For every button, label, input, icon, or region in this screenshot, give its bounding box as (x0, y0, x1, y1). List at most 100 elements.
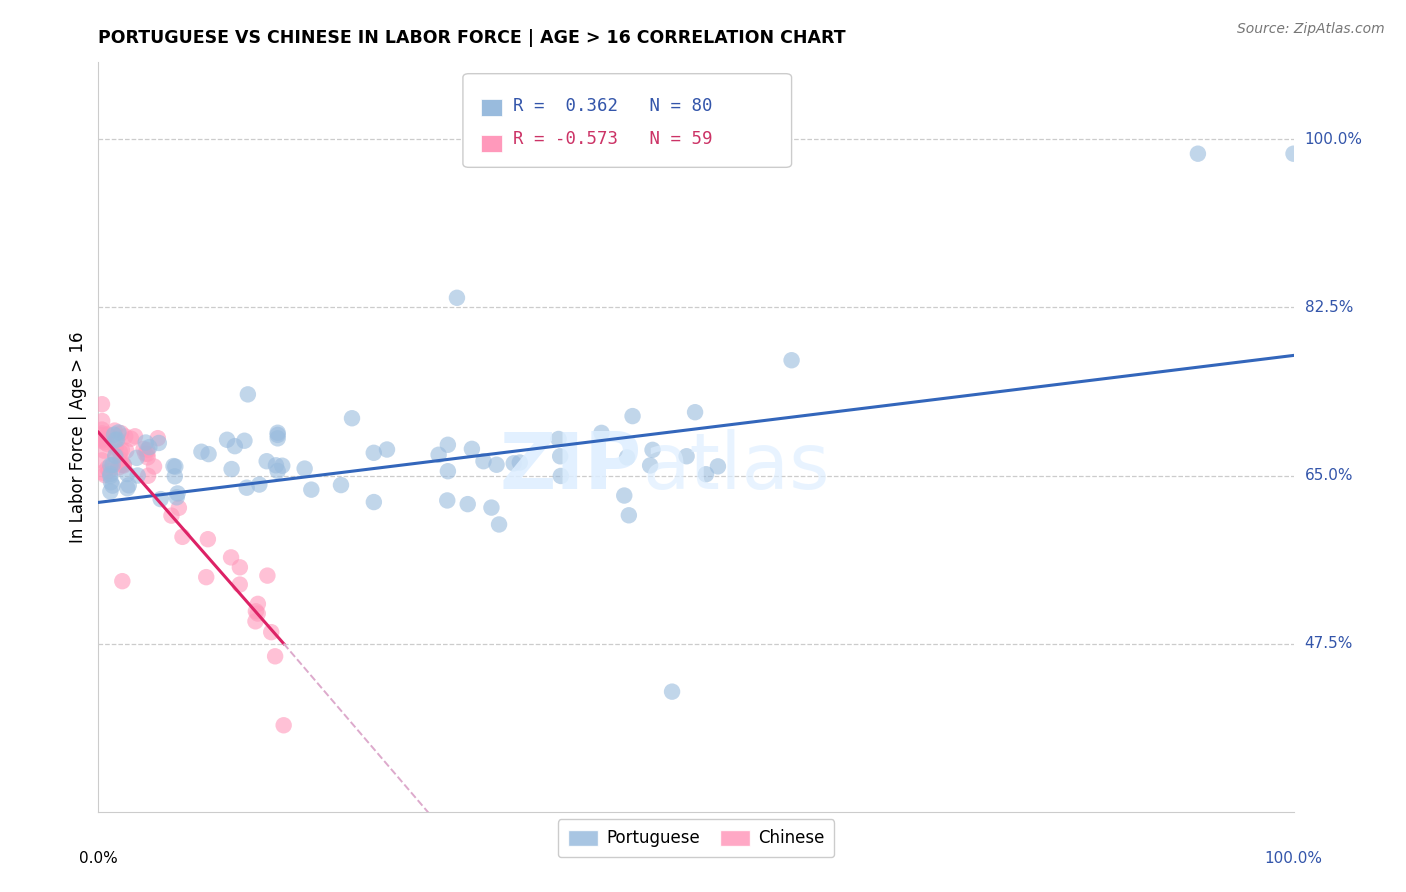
Point (136, 447, 159, 461)
Point (120, 432, 142, 446)
Point (547, 432, 569, 446)
Point (219, 550, 242, 565)
Point (91, 453, 114, 467)
Point (98, 484, 122, 499)
Text: ZIP: ZIP (501, 429, 643, 505)
Point (221, 462, 243, 476)
Point (256, 568, 278, 582)
Point (118, 478, 141, 492)
Legend: Portuguese, Chinese: Portuguese, Chinese (558, 820, 834, 857)
Point (436, 493, 458, 508)
FancyBboxPatch shape (481, 135, 502, 153)
Point (135, 435, 157, 450)
Point (172, 530, 194, 544)
Point (108, 445, 131, 459)
Point (707, 459, 730, 474)
Point (104, 449, 127, 463)
Point (163, 469, 186, 483)
Point (294, 461, 316, 475)
Point (111, 458, 134, 472)
Point (105, 433, 128, 447)
Text: 65.0%: 65.0% (1305, 468, 1353, 483)
Point (1282, 146, 1305, 161)
Point (134, 447, 156, 461)
Point (148, 436, 170, 450)
Point (264, 649, 287, 664)
Point (103, 427, 125, 442)
Text: atlas: atlas (643, 429, 830, 505)
Point (104, 424, 127, 438)
Point (93, 435, 115, 450)
Point (104, 441, 127, 455)
Point (197, 532, 219, 546)
Point (509, 456, 531, 470)
Point (488, 517, 510, 532)
Point (162, 459, 184, 474)
Point (115, 467, 138, 481)
Point (247, 477, 270, 491)
Point (502, 456, 524, 470)
Point (641, 442, 664, 457)
Point (91, 428, 114, 442)
FancyBboxPatch shape (463, 74, 792, 168)
Point (548, 450, 571, 464)
Point (675, 449, 697, 463)
Point (114, 429, 136, 443)
Point (267, 428, 290, 442)
Point (695, 467, 717, 482)
Point (110, 452, 132, 467)
Point (138, 440, 160, 454)
Point (485, 458, 508, 472)
Text: PORTUGUESE VS CHINESE IN LABOR FORCE | AGE > 16 CORRELATION CHART: PORTUGUESE VS CHINESE IN LABOR FORCE | A… (98, 29, 846, 47)
Point (91, 431, 114, 445)
Text: 100.0%: 100.0% (1305, 132, 1362, 147)
Point (245, 615, 267, 629)
Point (780, 353, 803, 368)
Point (117, 481, 139, 495)
Point (256, 454, 278, 468)
Point (94, 468, 117, 483)
Point (98, 467, 122, 481)
Point (273, 718, 295, 732)
Point (683, 405, 706, 419)
Text: 100.0%: 100.0% (1264, 851, 1323, 865)
Text: 47.5%: 47.5% (1305, 636, 1353, 651)
Point (136, 450, 159, 465)
Point (621, 409, 644, 423)
Text: 82.5%: 82.5% (1305, 300, 1353, 315)
Point (197, 447, 219, 461)
Point (446, 291, 468, 305)
Point (110, 426, 132, 441)
Point (1187, 146, 1209, 161)
Point (112, 458, 135, 473)
Point (101, 458, 124, 472)
Point (591, 425, 613, 440)
Point (111, 574, 134, 589)
Text: Source: ZipAtlas.com: Source: ZipAtlas.com (1237, 22, 1385, 37)
Point (271, 458, 294, 473)
Point (93, 443, 115, 458)
Point (267, 425, 290, 440)
Point (224, 439, 246, 453)
Point (167, 500, 190, 515)
Point (264, 458, 287, 473)
Point (96, 437, 118, 451)
Point (246, 597, 269, 611)
Point (97, 427, 120, 442)
Point (166, 486, 188, 500)
Point (363, 495, 385, 509)
Point (91, 426, 114, 441)
Point (427, 448, 450, 462)
Text: R = -0.573   N = 59: R = -0.573 N = 59 (513, 130, 713, 148)
Point (91, 414, 114, 428)
Point (472, 454, 495, 468)
Point (190, 444, 212, 458)
Text: 0.0%: 0.0% (79, 851, 118, 865)
Point (166, 491, 188, 505)
Point (132, 442, 155, 456)
Point (340, 411, 363, 425)
Point (127, 468, 149, 483)
Point (229, 577, 252, 591)
Point (550, 469, 572, 483)
Point (299, 483, 322, 497)
